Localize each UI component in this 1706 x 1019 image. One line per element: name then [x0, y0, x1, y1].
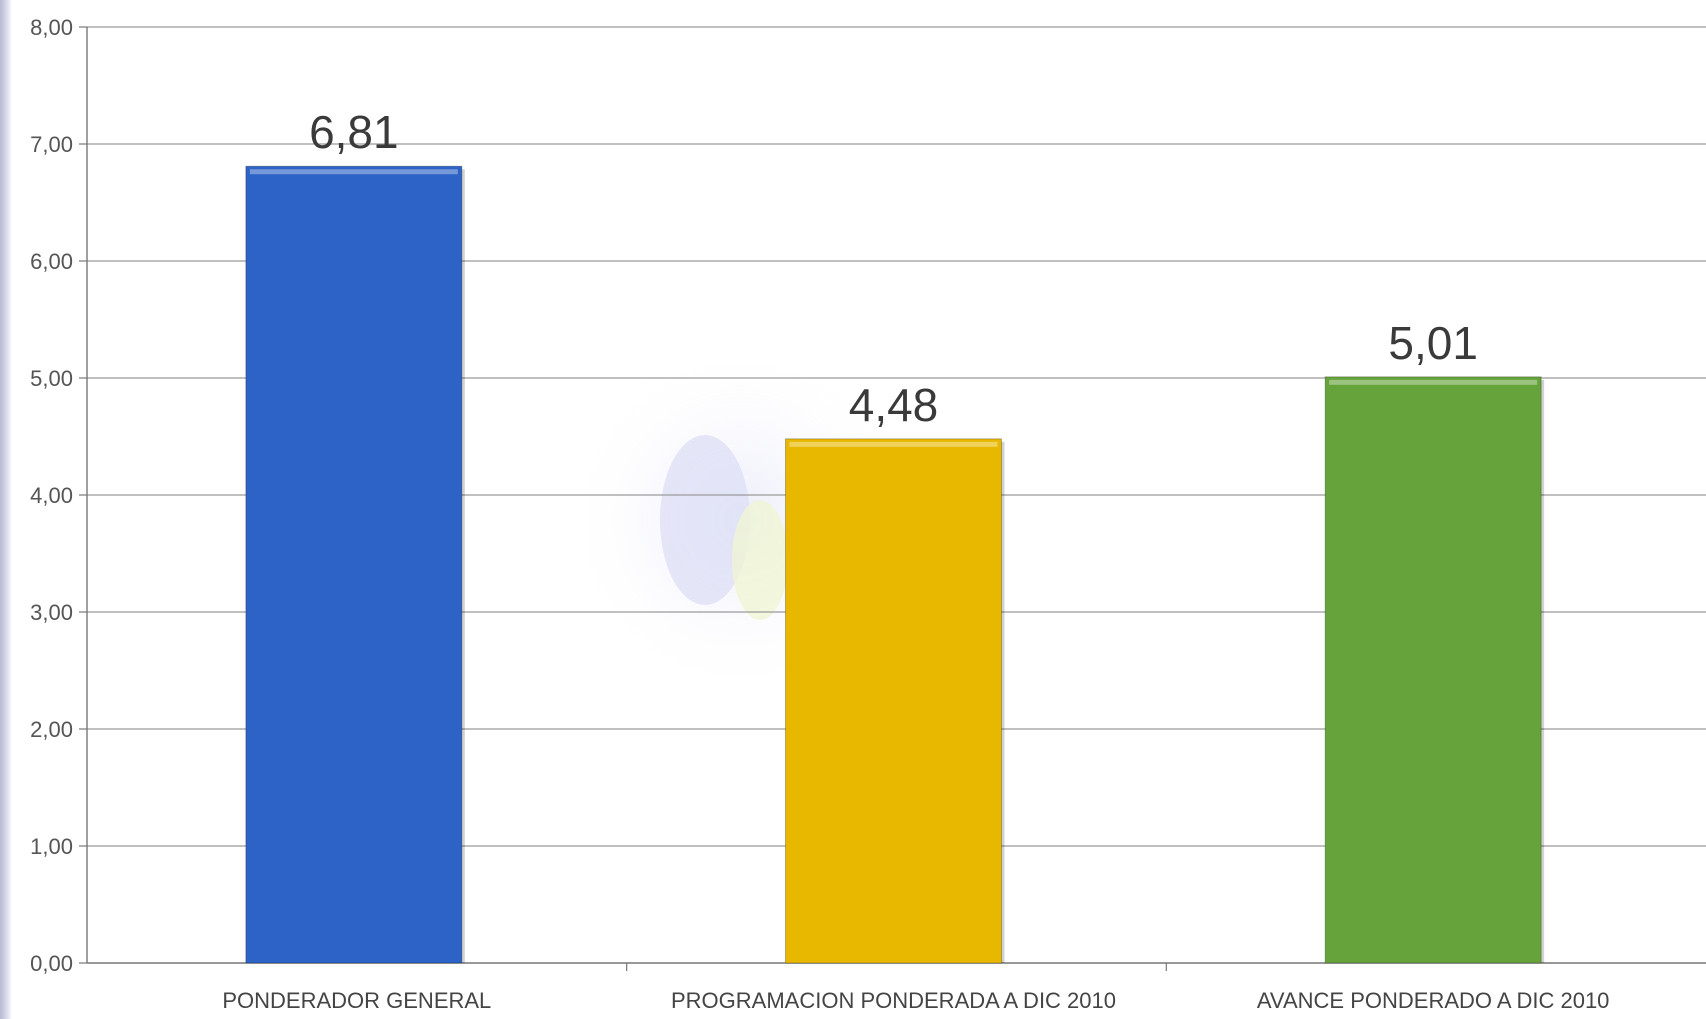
bars	[245, 165, 1545, 964]
y-tick-label: 4,00	[30, 483, 73, 508]
y-tick-label: 3,00	[30, 600, 73, 625]
y-tick-label: 0,00	[30, 951, 73, 976]
bar-highlight	[789, 441, 998, 447]
y-tick-label: 2,00	[30, 717, 73, 742]
bar	[245, 165, 463, 964]
y-tick-label: 5,00	[30, 366, 73, 391]
x-category-label: AVANCE PONDERADO A DIC 2010	[1257, 988, 1610, 1013]
y-tick-labels: 0,00 1,00 2,00 3,00 4,00 5,00 6,00 7,00 8,00	[30, 15, 73, 976]
bar	[785, 438, 1002, 964]
data-labels: 6,81 4,48 5,01	[309, 106, 1478, 431]
bar-highlight	[1329, 379, 1538, 385]
y-tick-label: 1,00	[30, 834, 73, 859]
x-category-label: PONDERADOR GENERAL	[222, 988, 491, 1013]
left-edge-strip	[0, 0, 12, 1019]
bar-highlight	[249, 169, 458, 175]
y-tick-label: 6,00	[30, 249, 73, 274]
bar	[1324, 376, 1542, 964]
category-labels: PONDERADOR GENERAL PROGRAMACION PONDERADA…	[222, 988, 1609, 1013]
y-tick-label: 8,00	[30, 15, 73, 40]
data-label: 6,81	[309, 106, 399, 158]
data-label: 4,48	[849, 379, 939, 431]
x-category-label: PROGRAMACION PONDERADA A DIC 2010	[671, 988, 1116, 1013]
data-label: 5,01	[1388, 317, 1478, 369]
y-tick-label: 7,00	[30, 132, 73, 157]
